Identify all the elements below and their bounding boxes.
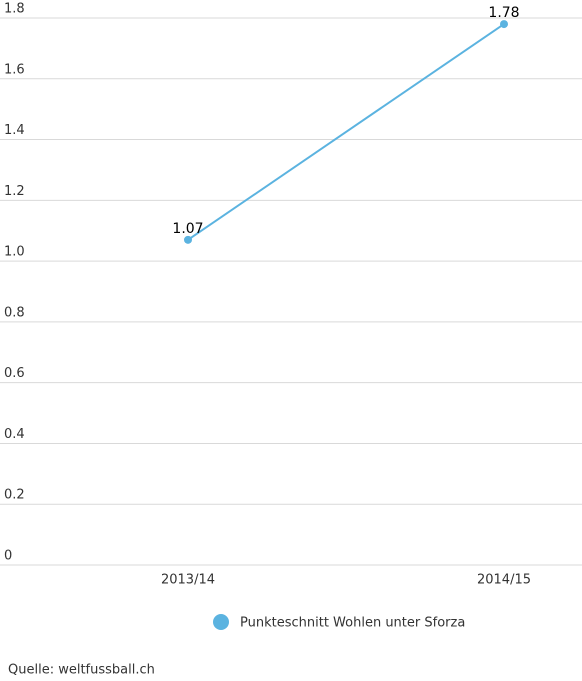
- y-tick-label: 1.2: [4, 184, 25, 199]
- y-tick-label: 1.8: [4, 2, 25, 17]
- y-tick-label: 0.2: [4, 488, 25, 503]
- x-tick-label: 2013/14: [161, 573, 215, 588]
- y-tick-label: 0.8: [4, 305, 25, 320]
- source: Quelle: weltfussball.ch: [8, 663, 155, 678]
- x-tick-label: 2014/15: [477, 573, 531, 588]
- legend-label: Punkteschnitt Wohlen unter Sforza: [240, 616, 465, 631]
- y-tick-label: 0.4: [4, 427, 25, 442]
- point: [500, 20, 508, 29]
- y-tick-label: 0.6: [4, 366, 25, 381]
- point: [184, 235, 192, 244]
- legend-marker: [213, 614, 229, 630]
- y-tick-label: 0: [4, 549, 12, 564]
- y-tick-label: 1.0: [4, 245, 25, 260]
- y-tick-label: 1.4: [4, 123, 25, 138]
- line: [187, 23, 505, 241]
- data-label: 1.07: [172, 221, 203, 237]
- y-tick-label: 1.6: [4, 62, 25, 77]
- data-label: 1.78: [488, 5, 519, 21]
